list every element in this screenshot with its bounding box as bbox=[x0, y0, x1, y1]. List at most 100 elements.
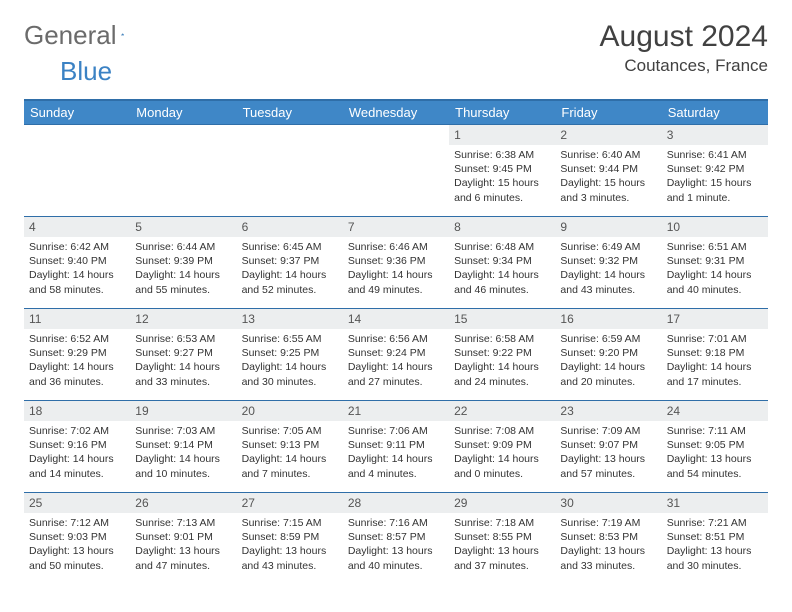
day-text: Sunrise: 6:44 AMSunset: 9:39 PMDaylight:… bbox=[130, 237, 236, 301]
day-text: Sunrise: 6:51 AMSunset: 9:31 PMDaylight:… bbox=[662, 237, 768, 301]
calendar-cell: 7Sunrise: 6:46 AMSunset: 9:36 PMDaylight… bbox=[343, 217, 449, 309]
calendar-cell: 25Sunrise: 7:12 AMSunset: 9:03 PMDayligh… bbox=[24, 493, 130, 585]
calendar-cell-empty bbox=[237, 125, 343, 217]
logo-text-blue: Blue bbox=[60, 56, 112, 87]
calendar-cell: 16Sunrise: 6:59 AMSunset: 9:20 PMDayligh… bbox=[555, 309, 661, 401]
day-number: 24 bbox=[662, 401, 768, 421]
day-number: 3 bbox=[662, 125, 768, 145]
calendar-cell: 11Sunrise: 6:52 AMSunset: 9:29 PMDayligh… bbox=[24, 309, 130, 401]
day-text: Sunrise: 6:58 AMSunset: 9:22 PMDaylight:… bbox=[449, 329, 555, 393]
day-text: Sunrise: 7:18 AMSunset: 8:55 PMDaylight:… bbox=[449, 513, 555, 577]
day-text: Sunrise: 7:11 AMSunset: 9:05 PMDaylight:… bbox=[662, 421, 768, 485]
location: Coutances, France bbox=[600, 56, 768, 76]
day-text: Sunrise: 6:52 AMSunset: 9:29 PMDaylight:… bbox=[24, 329, 130, 393]
day-text: Sunrise: 6:56 AMSunset: 9:24 PMDaylight:… bbox=[343, 329, 449, 393]
weekday-header: Tuesday bbox=[237, 100, 343, 125]
calendar-cell: 18Sunrise: 7:02 AMSunset: 9:16 PMDayligh… bbox=[24, 401, 130, 493]
calendar-cell: 5Sunrise: 6:44 AMSunset: 9:39 PMDaylight… bbox=[130, 217, 236, 309]
day-text: Sunrise: 7:03 AMSunset: 9:14 PMDaylight:… bbox=[130, 421, 236, 485]
calendar-head: SundayMondayTuesdayWednesdayThursdayFrid… bbox=[24, 100, 768, 125]
weekday-header: Thursday bbox=[449, 100, 555, 125]
calendar-cell: 13Sunrise: 6:55 AMSunset: 9:25 PMDayligh… bbox=[237, 309, 343, 401]
day-number: 13 bbox=[237, 309, 343, 329]
day-number: 20 bbox=[237, 401, 343, 421]
logo-text-gray: General bbox=[24, 20, 117, 51]
day-text: Sunrise: 7:13 AMSunset: 9:01 PMDaylight:… bbox=[130, 513, 236, 577]
weekday-header: Sunday bbox=[24, 100, 130, 125]
calendar-cell: 3Sunrise: 6:41 AMSunset: 9:42 PMDaylight… bbox=[662, 125, 768, 217]
day-text: Sunrise: 7:09 AMSunset: 9:07 PMDaylight:… bbox=[555, 421, 661, 485]
day-number: 21 bbox=[343, 401, 449, 421]
day-text: Sunrise: 6:40 AMSunset: 9:44 PMDaylight:… bbox=[555, 145, 661, 209]
day-number: 31 bbox=[662, 493, 768, 513]
calendar-cell-empty bbox=[343, 125, 449, 217]
calendar-row: 4Sunrise: 6:42 AMSunset: 9:40 PMDaylight… bbox=[24, 217, 768, 309]
calendar-cell: 28Sunrise: 7:16 AMSunset: 8:57 PMDayligh… bbox=[343, 493, 449, 585]
calendar-cell: 29Sunrise: 7:18 AMSunset: 8:55 PMDayligh… bbox=[449, 493, 555, 585]
day-number: 6 bbox=[237, 217, 343, 237]
day-text: Sunrise: 6:48 AMSunset: 9:34 PMDaylight:… bbox=[449, 237, 555, 301]
calendar-cell: 15Sunrise: 6:58 AMSunset: 9:22 PMDayligh… bbox=[449, 309, 555, 401]
weekday-header: Friday bbox=[555, 100, 661, 125]
day-number: 22 bbox=[449, 401, 555, 421]
day-number: 14 bbox=[343, 309, 449, 329]
day-number: 28 bbox=[343, 493, 449, 513]
day-text: Sunrise: 7:21 AMSunset: 8:51 PMDaylight:… bbox=[662, 513, 768, 577]
day-text: Sunrise: 6:55 AMSunset: 9:25 PMDaylight:… bbox=[237, 329, 343, 393]
day-number: 7 bbox=[343, 217, 449, 237]
weekday-header: Wednesday bbox=[343, 100, 449, 125]
day-number: 16 bbox=[555, 309, 661, 329]
day-number: 23 bbox=[555, 401, 661, 421]
day-text: Sunrise: 7:05 AMSunset: 9:13 PMDaylight:… bbox=[237, 421, 343, 485]
day-number: 25 bbox=[24, 493, 130, 513]
day-text: Sunrise: 6:59 AMSunset: 9:20 PMDaylight:… bbox=[555, 329, 661, 393]
title-block: August 2024 Coutances, France bbox=[600, 20, 768, 76]
logo: General bbox=[24, 20, 145, 51]
day-text: Sunrise: 6:45 AMSunset: 9:37 PMDaylight:… bbox=[237, 237, 343, 301]
calendar-cell: 10Sunrise: 6:51 AMSunset: 9:31 PMDayligh… bbox=[662, 217, 768, 309]
day-text: Sunrise: 7:16 AMSunset: 8:57 PMDaylight:… bbox=[343, 513, 449, 577]
day-number: 10 bbox=[662, 217, 768, 237]
calendar-row: 11Sunrise: 6:52 AMSunset: 9:29 PMDayligh… bbox=[24, 309, 768, 401]
calendar-body: 1Sunrise: 6:38 AMSunset: 9:45 PMDaylight… bbox=[24, 125, 768, 585]
day-number: 4 bbox=[24, 217, 130, 237]
calendar-cell: 27Sunrise: 7:15 AMSunset: 8:59 PMDayligh… bbox=[237, 493, 343, 585]
day-text: Sunrise: 6:42 AMSunset: 9:40 PMDaylight:… bbox=[24, 237, 130, 301]
day-number: 30 bbox=[555, 493, 661, 513]
calendar-cell: 20Sunrise: 7:05 AMSunset: 9:13 PMDayligh… bbox=[237, 401, 343, 493]
day-number: 2 bbox=[555, 125, 661, 145]
calendar-row: 25Sunrise: 7:12 AMSunset: 9:03 PMDayligh… bbox=[24, 493, 768, 585]
calendar-cell: 31Sunrise: 7:21 AMSunset: 8:51 PMDayligh… bbox=[662, 493, 768, 585]
calendar-cell: 23Sunrise: 7:09 AMSunset: 9:07 PMDayligh… bbox=[555, 401, 661, 493]
day-number: 27 bbox=[237, 493, 343, 513]
day-number: 8 bbox=[449, 217, 555, 237]
day-text: Sunrise: 7:01 AMSunset: 9:18 PMDaylight:… bbox=[662, 329, 768, 393]
calendar-cell: 26Sunrise: 7:13 AMSunset: 9:01 PMDayligh… bbox=[130, 493, 236, 585]
day-text: Sunrise: 7:08 AMSunset: 9:09 PMDaylight:… bbox=[449, 421, 555, 485]
calendar-cell: 21Sunrise: 7:06 AMSunset: 9:11 PMDayligh… bbox=[343, 401, 449, 493]
calendar-cell: 1Sunrise: 6:38 AMSunset: 9:45 PMDaylight… bbox=[449, 125, 555, 217]
day-text: Sunrise: 7:19 AMSunset: 8:53 PMDaylight:… bbox=[555, 513, 661, 577]
calendar-cell-empty bbox=[130, 125, 236, 217]
day-text: Sunrise: 6:38 AMSunset: 9:45 PMDaylight:… bbox=[449, 145, 555, 209]
calendar-cell: 14Sunrise: 6:56 AMSunset: 9:24 PMDayligh… bbox=[343, 309, 449, 401]
calendar-cell: 19Sunrise: 7:03 AMSunset: 9:14 PMDayligh… bbox=[130, 401, 236, 493]
day-number: 17 bbox=[662, 309, 768, 329]
day-number: 9 bbox=[555, 217, 661, 237]
day-number: 26 bbox=[130, 493, 236, 513]
weekday-header: Saturday bbox=[662, 100, 768, 125]
day-text: Sunrise: 7:06 AMSunset: 9:11 PMDaylight:… bbox=[343, 421, 449, 485]
day-number: 5 bbox=[130, 217, 236, 237]
day-number: 19 bbox=[130, 401, 236, 421]
calendar-cell-empty bbox=[24, 125, 130, 217]
day-number: 12 bbox=[130, 309, 236, 329]
calendar-cell: 4Sunrise: 6:42 AMSunset: 9:40 PMDaylight… bbox=[24, 217, 130, 309]
day-number: 18 bbox=[24, 401, 130, 421]
calendar-cell: 2Sunrise: 6:40 AMSunset: 9:44 PMDaylight… bbox=[555, 125, 661, 217]
day-text: Sunrise: 6:53 AMSunset: 9:27 PMDaylight:… bbox=[130, 329, 236, 393]
month-title: August 2024 bbox=[600, 20, 768, 54]
calendar-row: 18Sunrise: 7:02 AMSunset: 9:16 PMDayligh… bbox=[24, 401, 768, 493]
day-number: 29 bbox=[449, 493, 555, 513]
day-text: Sunrise: 7:02 AMSunset: 9:16 PMDaylight:… bbox=[24, 421, 130, 485]
calendar-cell: 17Sunrise: 7:01 AMSunset: 9:18 PMDayligh… bbox=[662, 309, 768, 401]
